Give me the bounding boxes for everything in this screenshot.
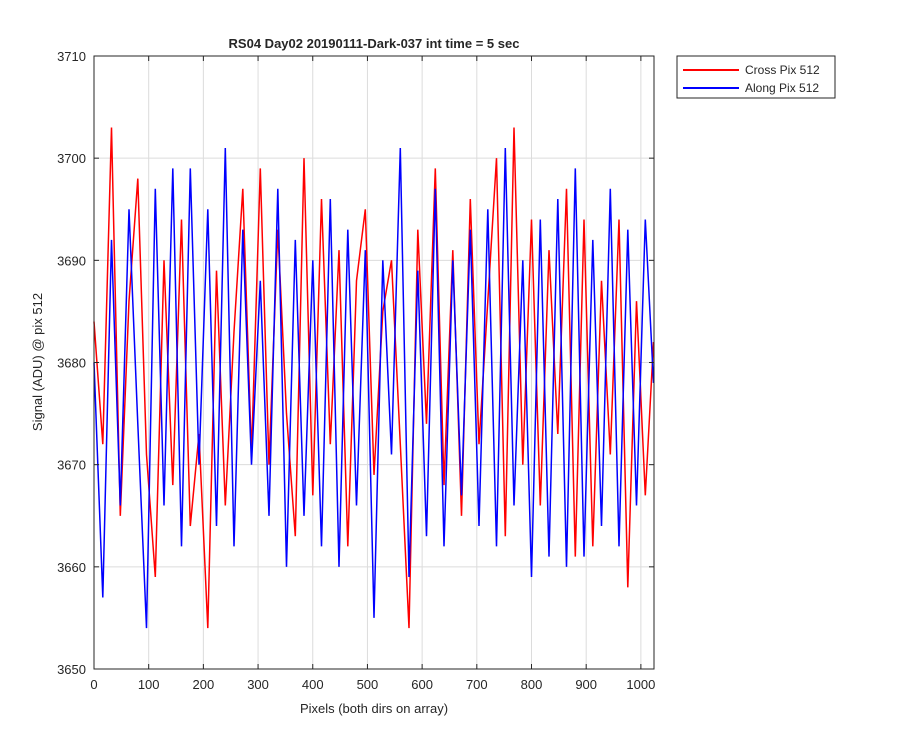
x-tick-label: 800	[521, 677, 543, 692]
y-tick-label: 3650	[57, 662, 86, 677]
x-tick-label: 0	[90, 677, 97, 692]
x-tick-label: 700	[466, 677, 488, 692]
x-tick-label: 600	[411, 677, 433, 692]
legend-label-along: Along Pix 512	[745, 81, 819, 95]
legend-box	[676, 55, 836, 99]
y-tick-label: 3670	[57, 458, 86, 473]
series-line-along-pix	[93, 147, 655, 629]
y-tick-label: 3710	[57, 49, 86, 64]
x-tick-label: 100	[138, 677, 160, 692]
legend: Cross Pix 512 Along Pix 512	[676, 55, 836, 99]
x-tick-label: 200	[193, 677, 215, 692]
y-axis-label: Signal (ADU) @ pix 512	[30, 293, 45, 431]
series-layer	[93, 127, 655, 629]
legend-label-cross: Cross Pix 512	[745, 63, 820, 77]
y-tick-label: 3660	[57, 560, 86, 575]
axis-ticks: 0 100 200 300 400 500 600 700 800 900 1000 3650 3660…	[57, 49, 655, 692]
x-tick-label: 500	[357, 677, 379, 692]
x-tick-label: 400	[302, 677, 324, 692]
x-tick-label: 1000	[626, 677, 655, 692]
y-tick-label: 3700	[57, 151, 86, 166]
chart-title: RS04 Day02 20190111-Dark-037 int time = …	[229, 36, 520, 51]
x-tick-label: 300	[247, 677, 269, 692]
x-axis-label: Pixels (both dirs on array)	[300, 701, 448, 716]
x-tick-label: 900	[575, 677, 597, 692]
y-tick-label: 3680	[57, 356, 86, 371]
y-tick-label: 3690	[57, 253, 86, 268]
